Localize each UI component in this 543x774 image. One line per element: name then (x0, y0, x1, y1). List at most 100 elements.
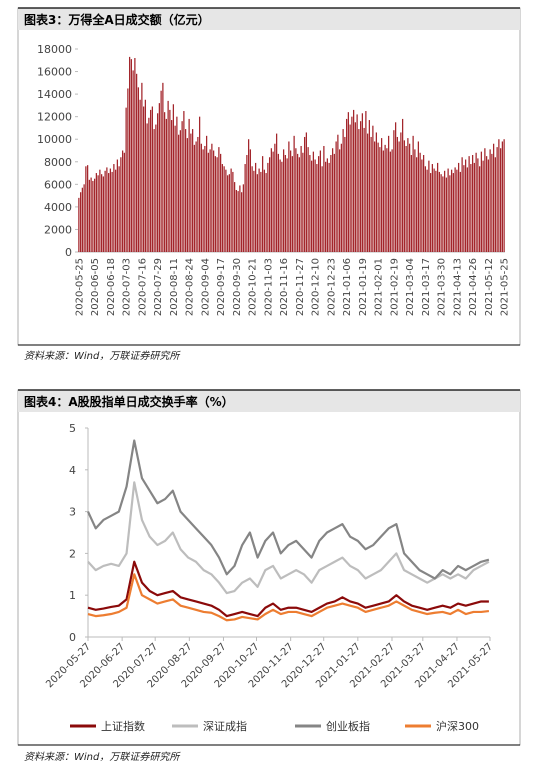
bar (134, 58, 136, 253)
bar (156, 113, 159, 253)
bar (198, 116, 201, 253)
bar (183, 111, 185, 253)
chart-title: 图表3：万得全A日成交额（亿元） (24, 12, 210, 27)
bar (323, 145, 325, 252)
x-tick-label: 2020-11-16 (279, 258, 290, 316)
bar (106, 167, 108, 252)
bar (235, 189, 238, 252)
bar (116, 159, 119, 252)
y-tick-label: 0 (65, 246, 72, 259)
bar (291, 156, 294, 252)
bar (351, 116, 353, 253)
bar (394, 122, 397, 252)
bar (478, 166, 481, 252)
bar (384, 144, 386, 252)
series-line (87, 439, 490, 580)
x-tick-label: 2021-02-19 (389, 258, 400, 316)
bar (436, 162, 439, 252)
bar (300, 145, 302, 252)
bar (211, 143, 213, 252)
bar (365, 111, 367, 253)
bar (316, 164, 318, 252)
bar (419, 152, 421, 252)
bar (309, 155, 311, 252)
bar (373, 141, 376, 252)
bar (170, 120, 173, 252)
bar (424, 166, 427, 252)
bar (443, 170, 446, 252)
bar (401, 118, 404, 252)
bar (340, 143, 343, 252)
bar (414, 149, 416, 252)
x-tick-label: 2020-12-10 (311, 258, 322, 316)
bar (426, 169, 428, 252)
bar (226, 175, 229, 252)
bar (275, 133, 278, 252)
x-tick-label: 2021-01-06 (342, 258, 353, 316)
bar (97, 175, 99, 252)
bar (86, 165, 89, 252)
bar (363, 127, 365, 252)
bar (375, 132, 378, 252)
bar (167, 100, 169, 252)
bar (279, 159, 281, 252)
y-tick-label: 0 (69, 631, 76, 644)
bar (377, 142, 379, 252)
bar (212, 150, 215, 252)
y-tick-label: 12000 (37, 111, 72, 124)
bar (193, 144, 196, 252)
bar (499, 148, 502, 252)
bar (253, 170, 255, 252)
bar (482, 160, 484, 252)
x-tick-label: 2020-06-18 (106, 258, 117, 316)
bar (408, 143, 411, 252)
bar (289, 150, 292, 252)
bar (174, 125, 176, 252)
x-tick-label: 2021-03-04 (405, 258, 416, 316)
bar (120, 157, 122, 252)
legend-label: 深证成指 (203, 719, 247, 733)
bar (387, 135, 390, 252)
y-tick-label: 14000 (37, 88, 72, 101)
bar (503, 139, 505, 252)
y-tick-label: 4 (69, 464, 76, 477)
bar (249, 149, 252, 252)
bar (302, 152, 304, 252)
bar (177, 134, 180, 252)
bar (265, 173, 267, 252)
bar (221, 164, 224, 252)
bar (326, 158, 329, 252)
bar (352, 109, 355, 253)
bar (485, 156, 488, 252)
bar (492, 143, 495, 252)
bar (169, 109, 171, 253)
x-tick-label: 2020-05-25 (74, 258, 85, 316)
bar (121, 150, 124, 252)
bar (132, 70, 134, 252)
bar (277, 153, 280, 252)
title-bar (18, 390, 520, 412)
bar (491, 153, 493, 252)
bar (155, 124, 157, 252)
bar (335, 141, 337, 252)
bar (403, 140, 406, 252)
bar (393, 130, 395, 252)
bar (487, 159, 490, 252)
bar (461, 157, 463, 252)
bar (232, 171, 234, 252)
bar (435, 170, 437, 252)
bar (144, 99, 147, 252)
bar (410, 155, 413, 252)
x-tick-label: 2021-04-13 (452, 258, 463, 316)
bar (160, 90, 162, 252)
bar (104, 170, 106, 252)
x-tick-label: 2020-11-03 (263, 258, 274, 316)
bar (251, 166, 253, 252)
y-tick-label: 8000 (44, 156, 72, 169)
bar (113, 164, 115, 252)
bar (358, 129, 360, 252)
bar (361, 113, 364, 253)
bar (181, 121, 183, 252)
bar (477, 158, 479, 252)
